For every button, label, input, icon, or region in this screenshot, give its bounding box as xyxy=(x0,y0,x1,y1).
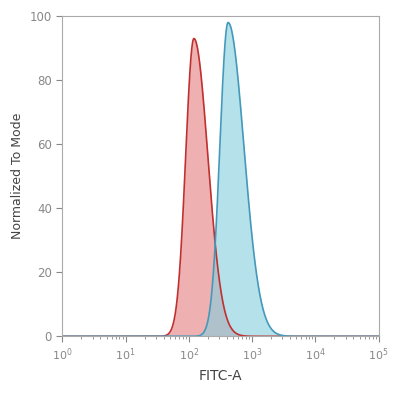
X-axis label: FITC-A: FITC-A xyxy=(199,369,242,383)
Y-axis label: Normalized To Mode: Normalized To Mode xyxy=(11,113,24,240)
